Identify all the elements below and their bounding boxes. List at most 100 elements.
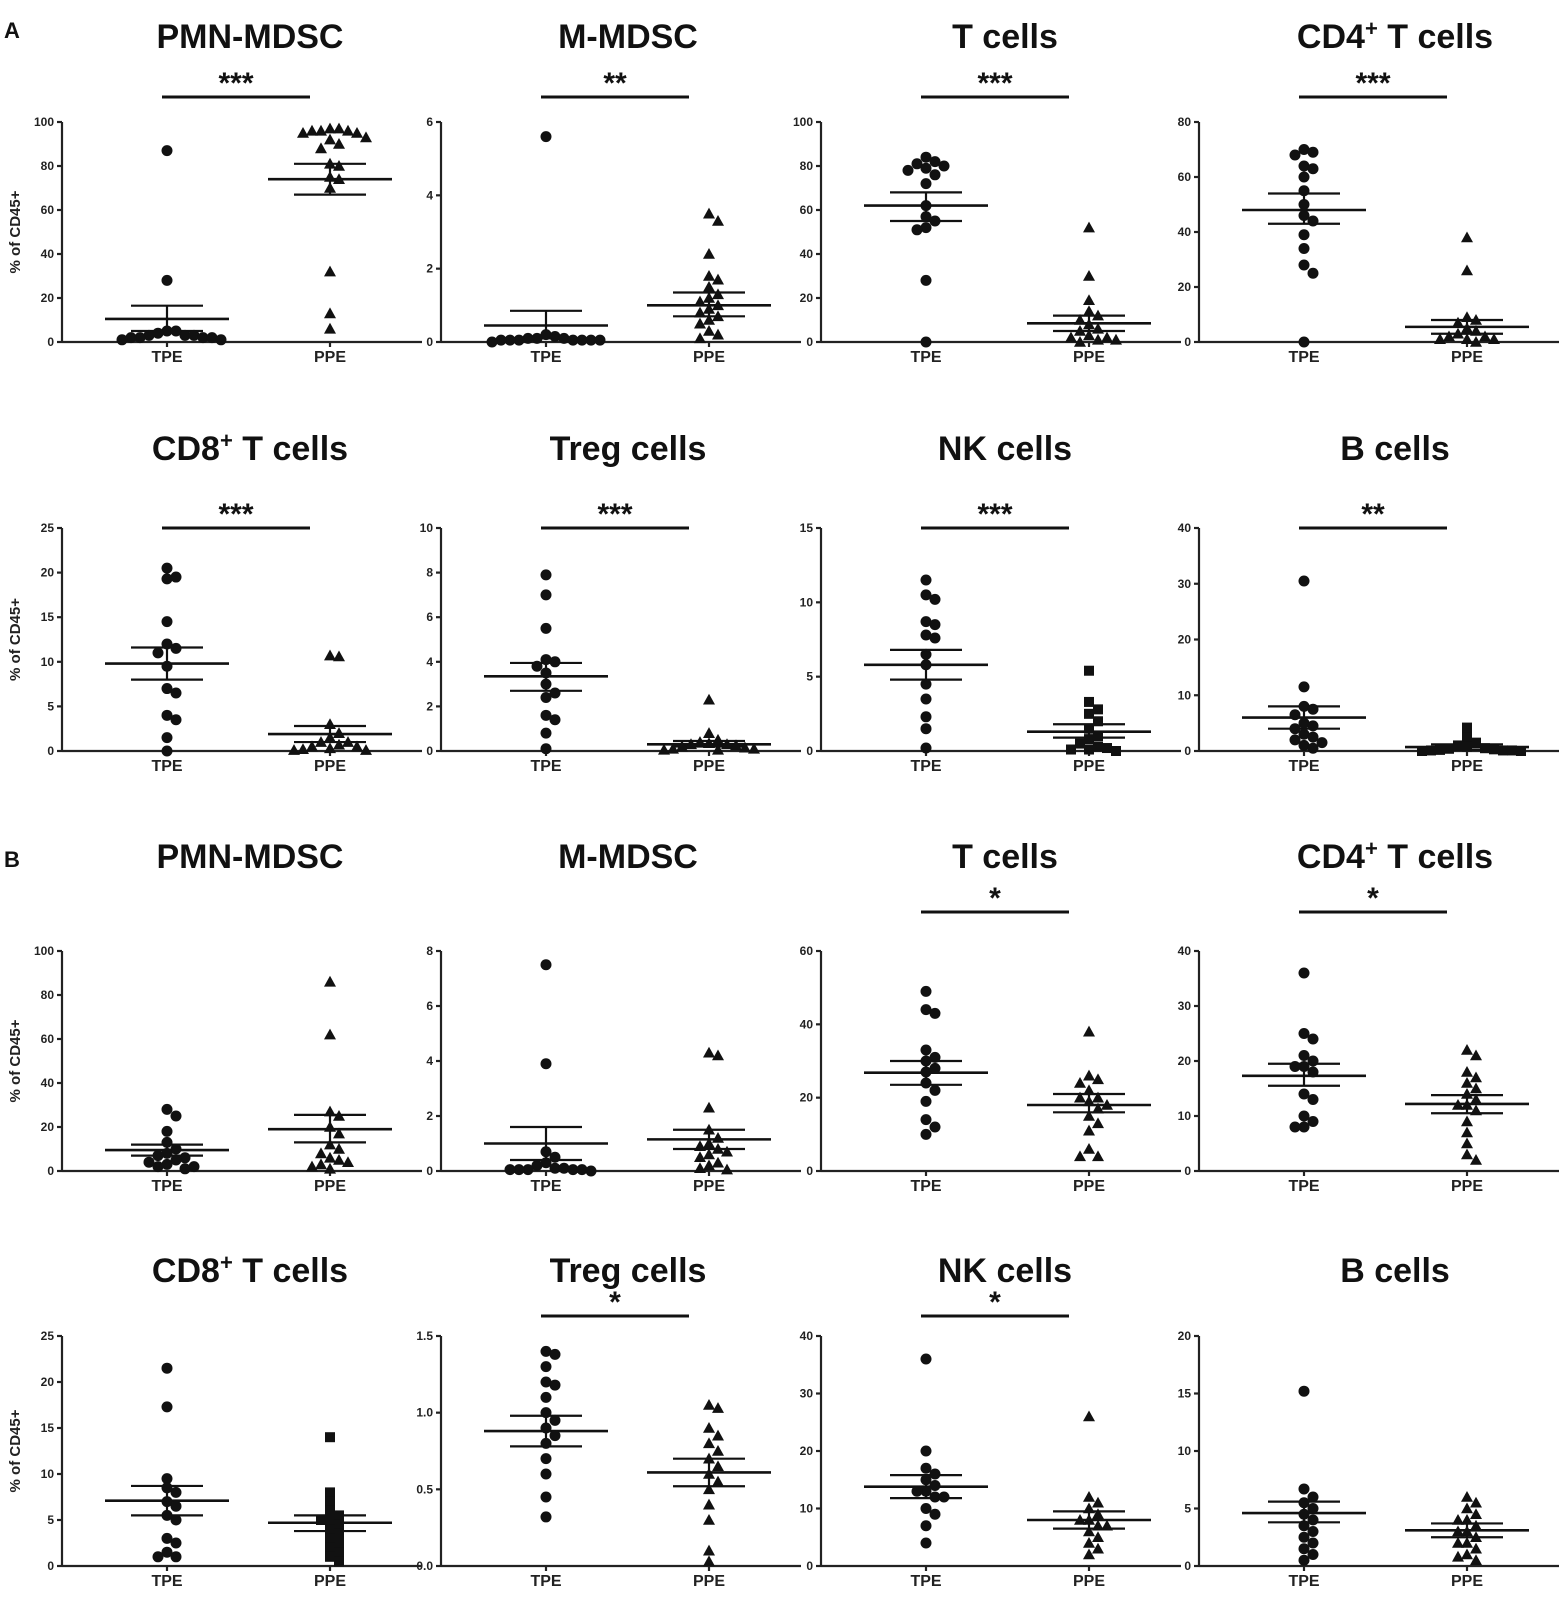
series-ppe	[268, 122, 392, 334]
data-point-ppe	[1461, 322, 1473, 334]
y-tick-label: 20	[41, 291, 55, 305]
y-tick-label: 10	[1178, 688, 1192, 702]
x-tick-label-ppe: PPE	[693, 349, 725, 366]
data-point-ppe	[712, 733, 724, 745]
data-point-ppe	[325, 1505, 335, 1516]
data-point-ppe	[703, 1046, 715, 1058]
data-point-tpe	[920, 1114, 932, 1126]
y-tick-label: 0	[1184, 744, 1191, 758]
data-point-ppe	[333, 138, 345, 149]
data-point-ppe	[333, 1127, 345, 1139]
data-point-tpe	[540, 329, 552, 341]
section-label-b: B	[4, 847, 20, 872]
data-point-ppe	[324, 1162, 336, 1174]
data-point-ppe	[703, 1555, 715, 1567]
data-point-tpe	[531, 332, 543, 344]
data-point-tpe	[540, 654, 552, 666]
data-point-tpe	[920, 1462, 932, 1474]
data-point-tpe	[161, 1136, 173, 1148]
data-point-tpe	[540, 1468, 552, 1480]
y-tick-label: 60	[1178, 170, 1192, 184]
section-label-a: A	[4, 18, 20, 43]
data-point-ppe	[1471, 737, 1481, 748]
series-tpe	[1242, 967, 1366, 1133]
data-point-tpe	[1298, 1543, 1310, 1555]
data-point-tpe	[920, 589, 932, 601]
data-point-ppe	[712, 310, 724, 322]
data-point-tpe	[540, 1361, 552, 1373]
panel-title: B cells	[1340, 430, 1450, 468]
y-tick-label: 40	[41, 1076, 55, 1090]
data-point-tpe	[1298, 717, 1310, 729]
data-point-ppe	[324, 1121, 336, 1132]
data-point-ppe	[1083, 1502, 1095, 1514]
data-point-ppe	[1083, 1143, 1095, 1154]
data-point-ppe	[1083, 1410, 1095, 1422]
data-point-ppe	[324, 1151, 336, 1163]
data-point-ppe	[315, 124, 327, 136]
data-point-tpe	[549, 656, 561, 668]
data-point-ppe	[1101, 1099, 1113, 1110]
data-point-tpe	[1307, 1514, 1319, 1526]
data-point-ppe	[306, 740, 318, 752]
y-tick-label: 0	[1184, 1164, 1191, 1178]
y-tick-label: 20	[800, 1444, 814, 1458]
data-point-tpe	[161, 1147, 173, 1159]
data-point-tpe	[161, 660, 173, 672]
data-point-ppe	[1470, 1154, 1482, 1165]
data-point-tpe	[938, 1491, 950, 1503]
data-point-ppe	[703, 1101, 715, 1113]
series-ppe	[268, 649, 392, 755]
data-point-ppe	[306, 124, 318, 136]
x-tick-label-ppe: PPE	[314, 1178, 346, 1195]
data-point-tpe	[1298, 160, 1310, 172]
y-tick-label: 60	[800, 944, 814, 958]
data-point-ppe	[1507, 745, 1517, 756]
data-point-tpe	[170, 1537, 182, 1549]
y-tick-label: 30	[1178, 999, 1192, 1013]
series-tpe	[864, 1353, 988, 1549]
x-tick-label-tpe: TPE	[910, 758, 941, 775]
data-point-ppe	[1074, 1150, 1086, 1162]
data-point-ppe	[1083, 270, 1095, 281]
series-tpe	[105, 562, 229, 757]
data-point-ppe	[712, 1460, 724, 1472]
data-point-ppe	[324, 322, 336, 334]
data-point-ppe	[360, 131, 372, 143]
data-point-ppe	[1470, 1542, 1482, 1554]
data-point-ppe	[1461, 1514, 1473, 1525]
data-point-ppe	[703, 1437, 715, 1449]
series-tpe	[1242, 575, 1366, 754]
data-point-tpe	[920, 723, 932, 735]
data-point-ppe	[694, 295, 706, 307]
data-point-tpe	[170, 714, 182, 726]
data-point-tpe	[1307, 267, 1319, 279]
data-point-tpe	[522, 1164, 534, 1176]
data-point-tpe	[911, 1485, 923, 1497]
y-tick-label: 10	[800, 1502, 814, 1516]
panel-b-treg-cells: Treg cells 0.0 0.5 1.0 1.5 TPE PPE *	[416, 1252, 801, 1590]
data-point-tpe	[495, 334, 507, 346]
x-tick-label-ppe: PPE	[1451, 1573, 1483, 1590]
data-point-ppe	[315, 142, 327, 154]
data-point-tpe	[1298, 171, 1310, 183]
data-point-ppe	[1452, 316, 1464, 328]
data-point-ppe	[1462, 722, 1472, 733]
y-tick-label: 15	[1178, 1387, 1192, 1401]
y-tick-label: 0	[1184, 1559, 1191, 1573]
data-point-tpe	[567, 1164, 579, 1176]
data-point-tpe	[152, 1161, 164, 1173]
data-point-ppe	[1452, 1514, 1464, 1525]
data-point-ppe	[1470, 1531, 1482, 1543]
x-tick-label-ppe: PPE	[1073, 1573, 1105, 1590]
series-tpe	[484, 1345, 608, 1523]
data-point-ppe	[694, 306, 706, 318]
y-tick-label: 0	[426, 1164, 433, 1178]
data-point-tpe	[1298, 1385, 1310, 1397]
data-point-ppe	[712, 1445, 724, 1456]
data-point-tpe	[920, 1503, 932, 1514]
data-point-tpe	[540, 1491, 552, 1503]
y-tick-label: 15	[800, 521, 814, 535]
y-tick-label: 25	[41, 521, 55, 535]
data-point-tpe	[920, 1485, 932, 1497]
